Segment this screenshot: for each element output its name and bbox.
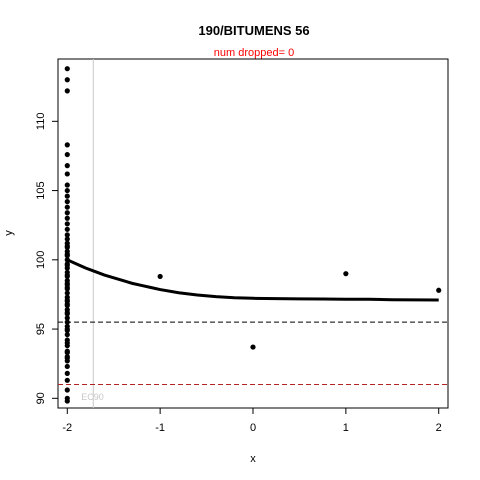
data-point — [64, 326, 70, 332]
data-point — [64, 297, 70, 303]
data-point — [64, 236, 70, 242]
data-point — [343, 271, 349, 277]
data-point — [64, 315, 70, 321]
data-point — [64, 377, 70, 383]
x-tick-label: 2 — [436, 422, 442, 434]
fitted-curve-group — [66, 258, 439, 302]
chart-subtitle: num dropped= 0 — [214, 47, 294, 59]
data-points — [64, 66, 442, 404]
data-point — [64, 215, 70, 221]
data-point — [64, 319, 70, 325]
x-axis-label: x — [250, 453, 256, 465]
data-point — [64, 182, 70, 188]
reference-lines: EC90 — [58, 59, 448, 408]
chart-title: 190/BITUMENS 56 — [198, 23, 309, 38]
y-tick-label: 90 — [35, 392, 47, 404]
data-point — [64, 171, 70, 177]
data-point — [250, 344, 256, 350]
data-point — [64, 187, 70, 194]
data-point — [64, 199, 70, 205]
data-point — [64, 398, 70, 404]
data-point — [64, 226, 70, 232]
data-point — [64, 232, 70, 238]
data-point — [64, 340, 70, 346]
data-point — [64, 251, 70, 257]
data-point — [64, 331, 70, 338]
data-point — [157, 273, 163, 280]
data-point — [64, 280, 70, 286]
data-point — [64, 221, 70, 227]
data-point — [64, 309, 70, 316]
x-axis: -2 -1 0 1 2 — [62, 408, 442, 434]
data-point — [64, 301, 70, 307]
data-point — [64, 257, 70, 263]
data-point — [64, 363, 70, 370]
data-point — [64, 272, 70, 278]
data-point — [64, 370, 70, 376]
x-tick-label: 1 — [343, 422, 349, 434]
x-tick-label: -1 — [155, 422, 165, 434]
data-point — [64, 284, 70, 291]
y-axis-label: y — [3, 230, 15, 236]
data-point — [64, 151, 70, 158]
y-tick-label: 100 — [35, 251, 47, 269]
data-point — [64, 355, 70, 361]
x-tick-label: -2 — [62, 422, 72, 434]
data-point — [64, 290, 70, 296]
data-point — [436, 287, 442, 293]
y-tick-label: 110 — [35, 113, 47, 131]
data-point — [64, 193, 70, 199]
data-point — [64, 142, 70, 148]
data-point — [64, 210, 70, 216]
y-tick-label: 95 — [35, 323, 47, 335]
ec90-label: EC90 — [81, 392, 104, 402]
data-point — [64, 350, 70, 356]
y-tick-label: 105 — [35, 181, 47, 199]
fitted-curve — [66, 258, 439, 302]
x-tick-label: 0 — [250, 422, 256, 434]
data-point — [64, 77, 70, 83]
data-point — [64, 204, 70, 210]
data-point — [64, 243, 70, 249]
data-point — [64, 387, 70, 393]
plot-frame — [57, 58, 449, 409]
data-point — [64, 66, 70, 72]
y-axis: 90 95 100 105 110 — [35, 113, 58, 404]
data-point — [64, 163, 70, 169]
data-point — [64, 88, 70, 94]
data-point — [64, 262, 70, 268]
